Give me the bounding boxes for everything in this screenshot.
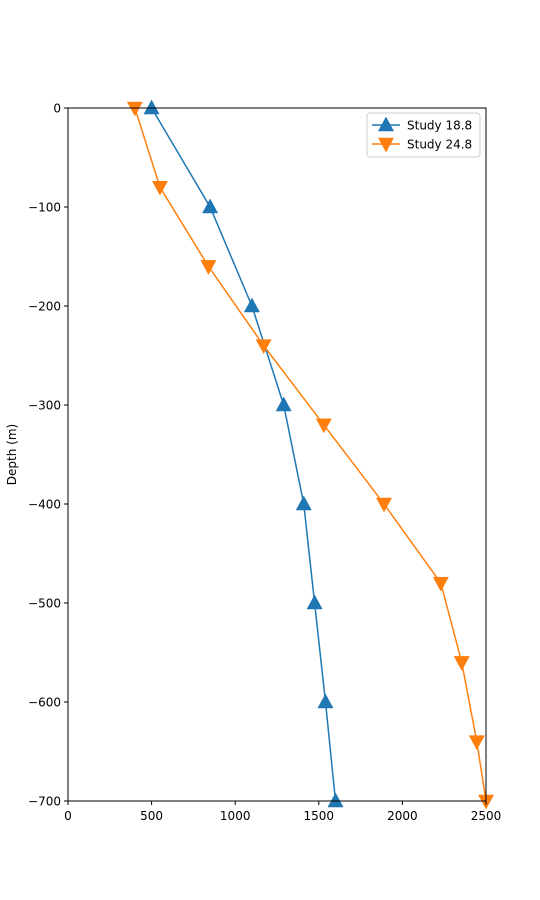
legend: Study 18.8 Study 24.8: [366, 112, 481, 158]
plot-background: [68, 108, 486, 801]
legend-marker: [377, 137, 395, 153]
x-tick-label: 500: [140, 809, 163, 823]
data-point-marker: [126, 101, 143, 117]
data-point-marker: [255, 339, 272, 355]
series-line: [150, 107, 337, 802]
data-point-marker: [200, 260, 217, 275]
data-point-marker: [151, 180, 168, 196]
y-tick-label: −500: [28, 597, 61, 611]
y-tick-label: −400: [28, 498, 61, 512]
axes-layer: 0 500 1000 1500 2000 2500 0 −100 −200 −300 −400 −50…: [28, 102, 501, 824]
x-tick-label: 1500: [304, 809, 335, 823]
data-point-marker: [453, 656, 470, 671]
data-point-marker: [432, 576, 449, 592]
data-point-marker: [317, 693, 334, 709]
y-tick-label: −300: [28, 399, 61, 413]
series-1: [143, 99, 344, 808]
data-point-marker: [243, 297, 260, 313]
data-point-marker: [306, 594, 323, 610]
x-tick-label: 2000: [387, 809, 418, 823]
series-line: [134, 107, 487, 802]
data-point-marker: [275, 396, 292, 412]
series-2: [126, 101, 495, 810]
data-point-marker: [295, 495, 312, 511]
y-tick-label: −200: [28, 300, 61, 314]
x-tick-label: 1000: [220, 809, 251, 823]
y-tick-label: −700: [28, 795, 61, 809]
x-tick-label: 0: [64, 809, 72, 823]
y-tick-label: 0: [53, 102, 61, 116]
legend-box: [366, 112, 481, 158]
data-point-marker: [327, 792, 344, 808]
legend-marker: [377, 116, 395, 132]
y-axis-label: Depth (m): [5, 424, 19, 485]
x-tick-label: 2500: [471, 809, 502, 823]
data-point-marker: [143, 99, 160, 115]
data-point-marker: [202, 198, 219, 214]
y-tick-label: −600: [28, 696, 61, 710]
data-point-marker: [468, 735, 485, 751]
y-tick-label: −100: [28, 201, 61, 215]
legend-label: Study 24.8: [407, 138, 472, 152]
plot-frame: [67, 107, 487, 802]
series-layer: [126, 99, 495, 810]
data-point-marker: [375, 497, 393, 513]
data-point-marker: [315, 418, 332, 434]
legend-label: Study 18.8: [407, 119, 472, 133]
